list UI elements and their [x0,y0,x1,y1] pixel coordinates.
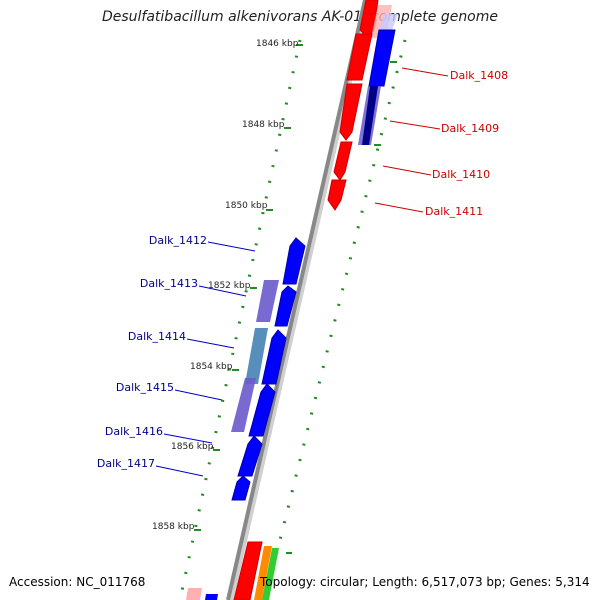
gene-block [254,546,272,600]
gene-label: Dalk_1415 [116,381,174,394]
gene-arrow [327,179,347,211]
outer-tick-track [263,39,407,600]
gene-block [186,588,202,600]
gene-block [231,378,256,432]
backbone [226,0,367,600]
gene-arrow [261,329,287,385]
gene-block [233,541,263,600]
leader-lines-right [374,67,449,213]
scale-label: 1846 kbp [256,39,299,49]
gene-block [346,33,373,81]
scale-label: 1848 kbp [242,120,285,130]
forward-genes-lower [231,237,306,501]
gene-block [256,280,279,322]
scale-label: 1854 kbp [190,362,233,372]
gene-block [262,548,279,600]
scale-label: 1852 kbp [208,281,251,291]
gene-arrow [231,475,251,501]
gene-arrow [248,383,276,437]
gene-block [379,14,398,30]
gene-label: Dalk_1413 [140,277,198,290]
gene-arrow [274,285,297,327]
reverse-genes [327,0,392,211]
scale-label: 1850 kbp [225,201,268,211]
gene-block [205,594,218,600]
gene-label: Dalk_1416 [105,425,163,438]
gene-block [362,86,378,145]
gene-label: Dalk_1412 [149,234,207,247]
bottom-genes [186,541,279,600]
gene-arrow [339,83,363,141]
homolog-blocks [231,280,279,432]
topology-text: Topology: circular; Length: 6,517,073 bp… [260,575,590,589]
gene-arrow [333,141,353,181]
gene-label: Dalk_1409 [441,122,499,135]
gene-label: Dalk_1408 [450,69,508,82]
scale-label: 1858 kbp [152,522,195,532]
gene-label: Dalk_1411 [425,205,483,218]
leader-lines-left [155,241,256,477]
forward-genes-top [358,14,398,145]
gene-arrow [282,237,306,285]
gene-block [245,328,268,384]
map-title: Desulfatibacillum alkenivorans AK-01, co… [101,9,499,25]
scale-label: 1856 kbp [171,442,214,452]
scale-ticks [194,44,397,554]
gene-label: Dalk_1410 [432,168,490,181]
gene-block [368,29,396,87]
gene-label: Dalk_1417 [97,457,155,470]
gene-arrow [237,435,263,477]
gene-label: Dalk_1414 [128,330,186,343]
accession-text: Accession: NC_011768 [9,575,146,589]
